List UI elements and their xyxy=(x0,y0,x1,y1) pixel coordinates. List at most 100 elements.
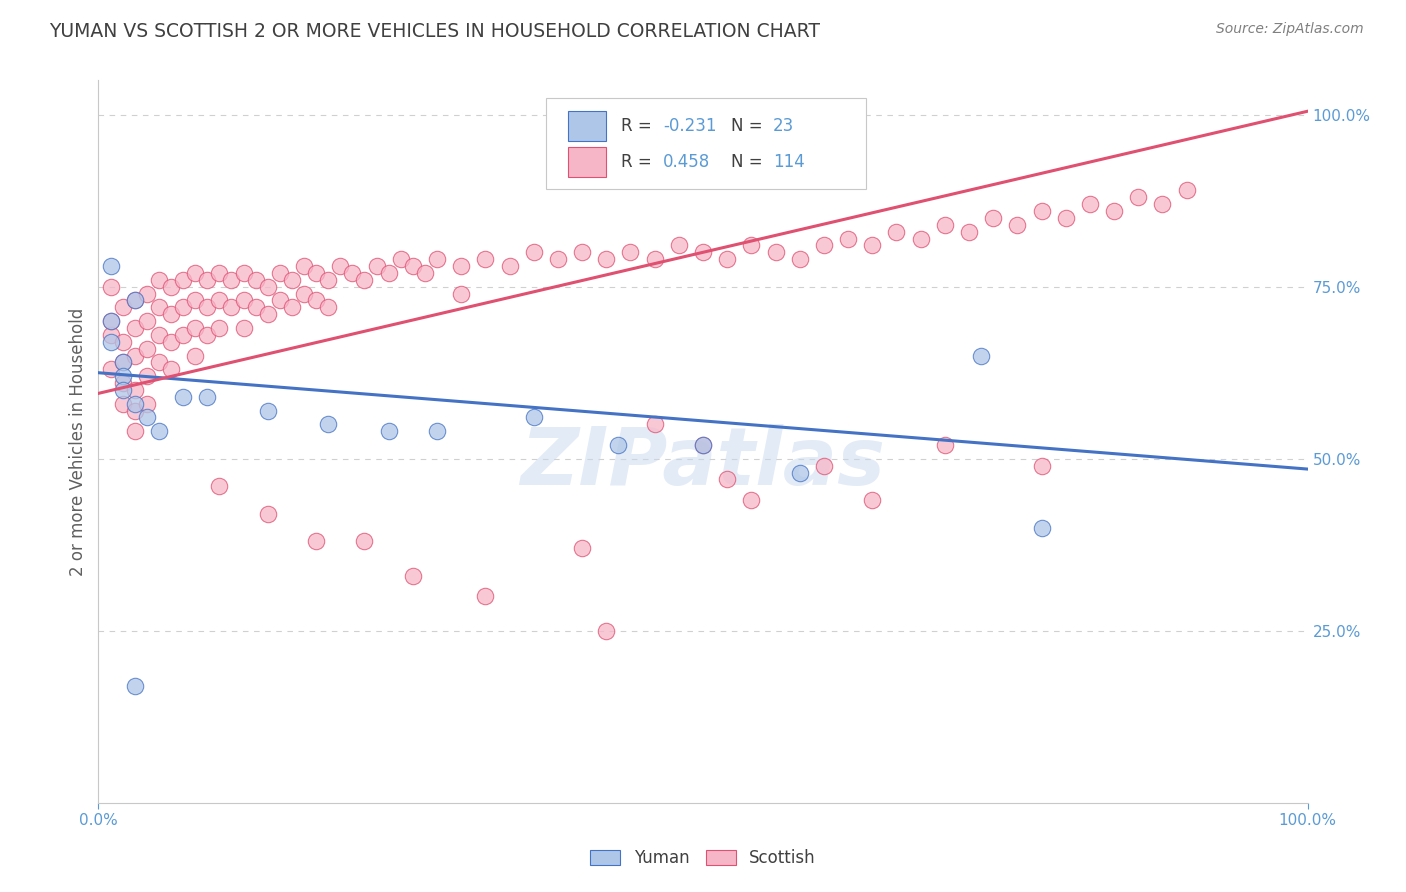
Point xyxy=(124,424,146,438)
Point xyxy=(474,252,496,267)
Point xyxy=(619,245,641,260)
Point xyxy=(571,245,593,260)
Point xyxy=(184,349,207,363)
Point xyxy=(111,369,134,384)
Point xyxy=(111,355,134,369)
Y-axis label: 2 or more Vehicles in Household: 2 or more Vehicles in Household xyxy=(69,308,87,575)
Point xyxy=(595,252,617,267)
Point xyxy=(353,273,375,287)
Point xyxy=(765,245,787,260)
Point xyxy=(124,293,146,308)
Point xyxy=(860,238,883,252)
FancyBboxPatch shape xyxy=(568,111,606,141)
Point xyxy=(148,327,170,342)
Point xyxy=(172,273,194,287)
Point xyxy=(111,397,134,411)
Point xyxy=(269,266,291,280)
Text: N =: N = xyxy=(731,117,768,135)
Point xyxy=(1128,190,1150,204)
Point xyxy=(135,397,157,411)
Point xyxy=(426,424,449,438)
Point xyxy=(402,259,425,273)
Point xyxy=(160,362,183,376)
Point xyxy=(111,376,134,390)
Point xyxy=(740,493,762,508)
Text: 0.458: 0.458 xyxy=(664,153,710,171)
Point xyxy=(148,273,170,287)
Point xyxy=(172,301,194,315)
Point xyxy=(100,327,122,342)
Point xyxy=(148,301,170,315)
Point xyxy=(245,301,267,315)
Point xyxy=(547,252,569,267)
Point xyxy=(316,417,339,432)
Text: 23: 23 xyxy=(773,117,794,135)
Point xyxy=(100,314,122,328)
Point xyxy=(184,321,207,335)
Point xyxy=(413,266,436,280)
Point xyxy=(716,472,738,486)
Point xyxy=(813,238,835,252)
Point xyxy=(124,321,146,335)
Text: Source: ZipAtlas.com: Source: ZipAtlas.com xyxy=(1216,22,1364,37)
Point xyxy=(100,334,122,349)
Point xyxy=(813,458,835,473)
Point xyxy=(245,273,267,287)
Point xyxy=(886,225,908,239)
Text: N =: N = xyxy=(731,153,768,171)
Point xyxy=(281,301,304,315)
Point xyxy=(208,321,231,335)
Point xyxy=(111,334,134,349)
Point xyxy=(232,293,254,308)
Point xyxy=(1175,183,1198,197)
Point xyxy=(692,245,714,260)
Point xyxy=(860,493,883,508)
Point xyxy=(195,273,218,287)
Point xyxy=(377,424,399,438)
Point xyxy=(1007,218,1029,232)
Point xyxy=(789,466,811,480)
Point xyxy=(292,259,315,273)
Text: -0.231: -0.231 xyxy=(664,117,717,135)
Point xyxy=(256,507,278,521)
Point xyxy=(135,369,157,384)
Point xyxy=(269,293,291,308)
Point xyxy=(498,259,520,273)
Point xyxy=(221,301,243,315)
Point xyxy=(305,293,328,308)
Point xyxy=(1031,520,1053,534)
Point xyxy=(523,245,546,260)
Text: ZIPatlas: ZIPatlas xyxy=(520,425,886,502)
Point xyxy=(184,266,207,280)
Point xyxy=(366,259,388,273)
Point xyxy=(195,301,218,315)
Point xyxy=(305,534,328,549)
Point xyxy=(342,266,364,280)
Point xyxy=(221,273,243,287)
Point xyxy=(1152,197,1174,211)
Text: YUMAN VS SCOTTISH 2 OR MORE VEHICLES IN HOUSEHOLD CORRELATION CHART: YUMAN VS SCOTTISH 2 OR MORE VEHICLES IN … xyxy=(49,22,820,41)
Point xyxy=(100,279,122,293)
Point xyxy=(111,383,134,397)
Legend: Yuman, Scottish: Yuman, Scottish xyxy=(583,843,823,874)
Point xyxy=(970,349,993,363)
Point xyxy=(195,390,218,404)
Point xyxy=(668,238,690,252)
Point xyxy=(160,307,183,321)
Point xyxy=(523,410,546,425)
Point xyxy=(124,679,146,693)
Point xyxy=(232,321,254,335)
Point xyxy=(981,211,1004,225)
Point xyxy=(607,438,630,452)
Point xyxy=(305,266,328,280)
Point xyxy=(292,286,315,301)
Point xyxy=(124,349,146,363)
Point xyxy=(450,259,472,273)
Point xyxy=(124,383,146,397)
Point xyxy=(450,286,472,301)
FancyBboxPatch shape xyxy=(546,98,866,189)
Point xyxy=(100,259,122,273)
Point xyxy=(644,252,666,267)
Point xyxy=(353,534,375,549)
Point xyxy=(208,293,231,308)
